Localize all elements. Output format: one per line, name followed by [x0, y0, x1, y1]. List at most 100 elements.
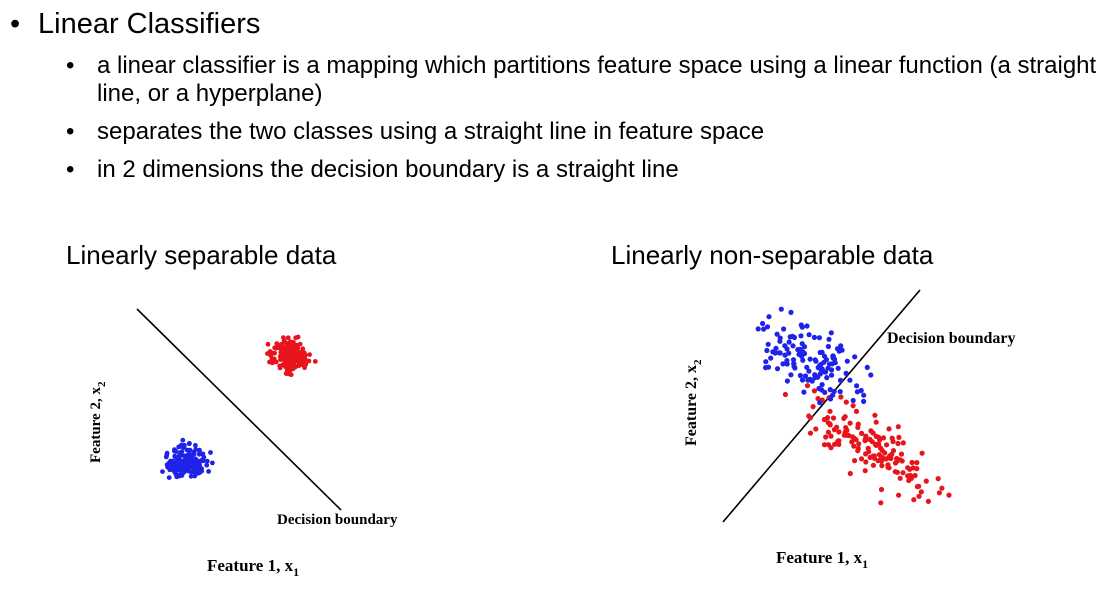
data-point	[923, 478, 929, 484]
data-point	[850, 403, 856, 409]
data-point	[788, 309, 794, 315]
data-point	[847, 470, 853, 477]
data-point	[828, 330, 834, 336]
data-point	[790, 333, 796, 339]
sub-bullet-text: separates the two classes using a straig…	[97, 118, 765, 145]
data-point	[280, 362, 286, 368]
data-point	[816, 335, 823, 341]
data-point	[911, 497, 917, 503]
sub-bullet-text: in 2 dimensions the decision boundary is…	[97, 156, 679, 183]
data-point	[186, 459, 191, 465]
data-point	[290, 362, 296, 368]
data-point	[786, 339, 792, 345]
data-point	[895, 440, 901, 447]
data-point	[172, 469, 178, 475]
slide-heading: Linear Classifiers	[38, 8, 261, 40]
data-point	[885, 464, 891, 470]
data-point	[796, 351, 802, 357]
data-point	[807, 356, 813, 362]
data-point	[912, 472, 918, 479]
data-point	[798, 322, 804, 328]
sub-bullet: • in 2 dimensions the decision boundary …	[66, 156, 1116, 184]
data-point	[852, 354, 858, 360]
data-point	[838, 394, 844, 400]
data-point	[878, 500, 884, 506]
data-point	[760, 320, 766, 327]
data-point	[822, 389, 828, 395]
data-point	[900, 470, 906, 476]
data-point	[813, 426, 819, 432]
x-axis-label: Feature 1, x1	[776, 548, 868, 571]
data-point	[166, 475, 172, 480]
data-point	[837, 377, 844, 383]
data-point	[847, 420, 853, 426]
data-point	[827, 396, 834, 402]
data-point	[825, 420, 831, 426]
decision-boundary-line	[722, 289, 921, 523]
data-point	[788, 372, 794, 378]
data-point	[300, 359, 306, 364]
data-point	[761, 326, 767, 332]
data-point	[173, 449, 179, 454]
data-point	[193, 447, 199, 452]
data-point	[298, 351, 303, 357]
data-point	[873, 419, 879, 425]
data-point	[825, 442, 832, 448]
data-point	[825, 429, 832, 435]
data-point	[804, 383, 811, 389]
data-point	[897, 475, 903, 481]
data-point	[809, 378, 815, 384]
data-point	[773, 345, 779, 351]
data-point	[861, 398, 867, 404]
data-point	[862, 438, 868, 444]
data-point	[859, 430, 865, 436]
data-point	[178, 450, 184, 455]
sub-bullet-list: • a linear classifier is a mapping which…	[66, 52, 1116, 194]
data-point	[184, 447, 190, 453]
data-point	[811, 334, 818, 340]
data-point	[191, 452, 197, 457]
data-point	[172, 454, 178, 460]
data-point	[292, 350, 297, 356]
data-point	[835, 365, 841, 371]
data-point	[871, 453, 877, 459]
y-axis-label: Feature 2, x2	[88, 381, 108, 463]
data-point	[873, 442, 879, 448]
data-point	[174, 474, 180, 480]
data-point	[786, 350, 792, 356]
data-point	[827, 387, 833, 393]
data-point	[777, 338, 783, 344]
data-point	[879, 463, 885, 469]
data-point	[784, 378, 791, 384]
data-point	[164, 450, 170, 456]
data-point	[825, 343, 832, 350]
data-point	[781, 326, 787, 332]
data-point	[178, 459, 184, 465]
class-a-points	[755, 306, 874, 406]
data-point	[856, 441, 862, 447]
data-point	[819, 382, 825, 388]
data-point	[882, 450, 888, 456]
data-point	[273, 345, 279, 351]
data-point	[766, 314, 772, 320]
data-point	[872, 412, 878, 418]
data-point	[283, 355, 288, 361]
data-point	[300, 346, 306, 352]
data-point	[855, 421, 861, 427]
data-point	[780, 361, 786, 367]
data-point	[907, 472, 914, 479]
data-point	[935, 476, 941, 482]
data-point	[906, 477, 912, 484]
data-point	[878, 458, 885, 464]
data-point	[790, 343, 796, 349]
decision-boundary-line	[136, 308, 342, 511]
data-point	[843, 425, 849, 431]
data-point	[838, 343, 844, 349]
right-scatter-plot: Decision boundary Feature 1, x1 Feature …	[683, 289, 1015, 571]
data-point	[895, 424, 901, 430]
bullet-dot: •	[10, 8, 21, 40]
data-point	[870, 430, 876, 436]
sub-bullet: • a linear classifier is a mapping which…	[66, 52, 1116, 108]
data-point	[291, 342, 297, 348]
data-point	[811, 388, 818, 394]
